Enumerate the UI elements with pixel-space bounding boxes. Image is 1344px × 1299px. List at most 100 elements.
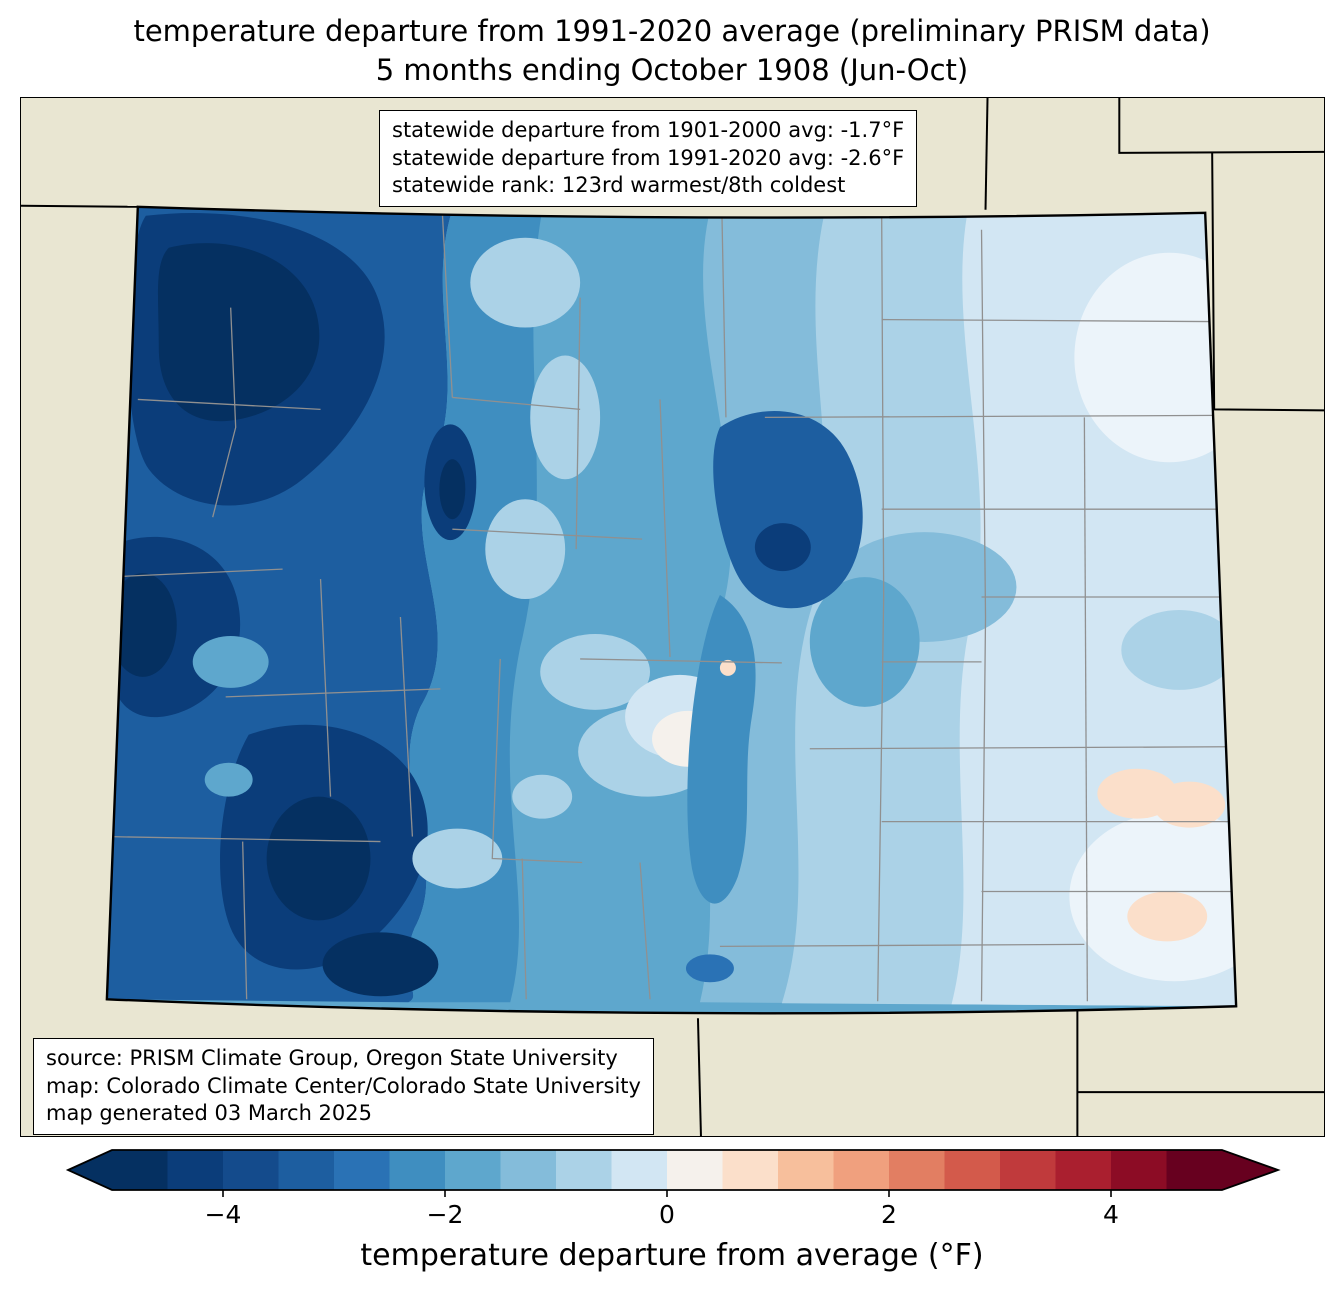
colorbar-segment	[778, 1150, 835, 1190]
colorbar-segment	[1055, 1150, 1112, 1190]
source-line-2: map: Colorado Climate Center/Colorado St…	[46, 1073, 641, 1098]
contour-westmid-core	[108, 573, 177, 677]
state-line	[21, 204, 138, 208]
colorado-state-border	[105, 205, 1238, 1015]
state-line	[984, 98, 989, 210]
colorbar-tick-label: −4	[205, 1200, 242, 1229]
contour-warm-spot	[1153, 781, 1226, 828]
source-line-1: source: PRISM Climate Group, Oregon Stat…	[46, 1046, 618, 1070]
contour-frontrange-corridor	[687, 595, 756, 904]
colorbar-axis-label: temperature departure from average (°F)	[360, 1238, 984, 1273]
stats-line-1: statewide departure from 1901-2000 avg: …	[392, 118, 905, 142]
map-area: statewide departure from 1901-2000 avg: …	[20, 97, 1325, 1137]
county-line	[719, 943, 1085, 948]
statewide-stats-box: statewide departure from 1901-2000 avg: …	[379, 110, 918, 208]
colorbar-tick-label: 2	[881, 1200, 897, 1229]
colorbar-segment	[1000, 1150, 1057, 1190]
source-line-3: map generated 03 March 2025	[46, 1101, 373, 1126]
colorbar-tick-label: −2	[427, 1200, 464, 1229]
county-line	[212, 307, 237, 518]
colorbar-segment	[500, 1150, 557, 1190]
county-line	[659, 399, 671, 657]
colorbar-segment	[445, 1150, 502, 1190]
temperature-contours	[106, 206, 1237, 1014]
contour-light-patch	[485, 499, 566, 600]
contour-light-patch	[530, 355, 601, 480]
county-line	[639, 862, 651, 1000]
contour-light-oval-east	[1121, 610, 1237, 690]
colorbar-segment	[112, 1150, 169, 1190]
county-line	[491, 658, 583, 864]
map-title: temperature departure from 1991-2020 ave…	[0, 12, 1344, 90]
stats-line-2: statewide departure from 1991-2020 avg: …	[392, 145, 905, 170]
colorbar-under-arrow	[68, 1150, 112, 1190]
state-line	[1118, 98, 1324, 154]
contour-west-pocket	[204, 762, 253, 797]
colorbar-segment	[833, 1150, 890, 1190]
county-line	[980, 229, 987, 1002]
colorbar-segment	[389, 1150, 446, 1190]
contour-light-patch	[512, 774, 573, 819]
colorbar-segment	[1166, 1150, 1223, 1190]
colorbar-segment	[278, 1150, 335, 1190]
contour-warm-spot	[719, 659, 736, 676]
county-line	[319, 579, 332, 797]
contour-streak-core	[439, 459, 466, 520]
colorbar-outline	[65, 1149, 1281, 1191]
county-line	[452, 528, 643, 540]
colorbar-segment	[944, 1150, 1001, 1190]
contour-medium-blob	[809, 577, 920, 707]
contour-warm-spot	[1127, 891, 1208, 942]
contour-nw-core	[157, 243, 320, 422]
county-line	[242, 841, 248, 1000]
county-line	[441, 212, 453, 398]
colorbar-segment	[722, 1150, 779, 1190]
colorbar-segment	[889, 1150, 946, 1190]
county-line	[521, 858, 527, 1000]
colorbar-segment	[667, 1150, 724, 1190]
county-line	[764, 414, 1218, 419]
colorbar-segment	[223, 1150, 280, 1190]
county-line	[106, 835, 381, 843]
county-line	[881, 318, 1210, 323]
colorbar-segment	[611, 1150, 668, 1190]
county-line	[137, 398, 321, 411]
colorbar-tick-label: 4	[1103, 1200, 1119, 1229]
county-line	[809, 746, 1232, 750]
contour-south-core	[322, 932, 439, 997]
contour-sw-core	[266, 796, 371, 921]
contour-light-patch	[412, 828, 503, 889]
county-borders	[106, 212, 1235, 1002]
contour-light-patch	[540, 633, 651, 710]
stats-line-3: statewide rank: 123rd warmest/8th coldes…	[392, 173, 846, 198]
county-line	[721, 213, 727, 418]
contour-frontrange-blob	[713, 410, 863, 609]
state-line	[696, 1018, 702, 1136]
colorbar-svg: −4 −2 0 2 4	[65, 1149, 1281, 1229]
colorado-map	[21, 98, 1324, 1136]
neighbor-state-borders	[21, 98, 1324, 1136]
county-line	[452, 396, 581, 411]
contour-light-patch	[470, 237, 581, 328]
state-line	[1211, 152, 1324, 412]
title-line-2: 5 months ending October 1908 (Jun-Oct)	[375, 53, 969, 88]
colorbar-over-arrow	[1222, 1150, 1278, 1190]
county-line	[580, 658, 782, 664]
colorbar-segment	[556, 1150, 613, 1190]
contour-bottom-dark-spot	[685, 954, 734, 983]
colorbar-segment	[167, 1150, 224, 1190]
colorbar-segment	[334, 1150, 391, 1190]
contour-west-pocket	[192, 635, 269, 688]
colorbar-tick-label: 0	[659, 1200, 675, 1229]
colorbar: −4 −2 0 2 4	[45, 1142, 1295, 1234]
county-line	[575, 297, 581, 550]
source-credit-box: source: PRISM Climate Group, Oregon Stat…	[33, 1038, 654, 1136]
county-line	[399, 616, 414, 837]
contour-frontrange-core	[754, 523, 811, 572]
county-line	[1083, 417, 1089, 1002]
contour-west-transition	[407, 209, 543, 1003]
county-line	[877, 213, 885, 1002]
colorbar-segment	[1111, 1150, 1168, 1190]
title-line-1: temperature departure from 1991-2020 ave…	[133, 14, 1211, 48]
county-line	[106, 568, 283, 578]
